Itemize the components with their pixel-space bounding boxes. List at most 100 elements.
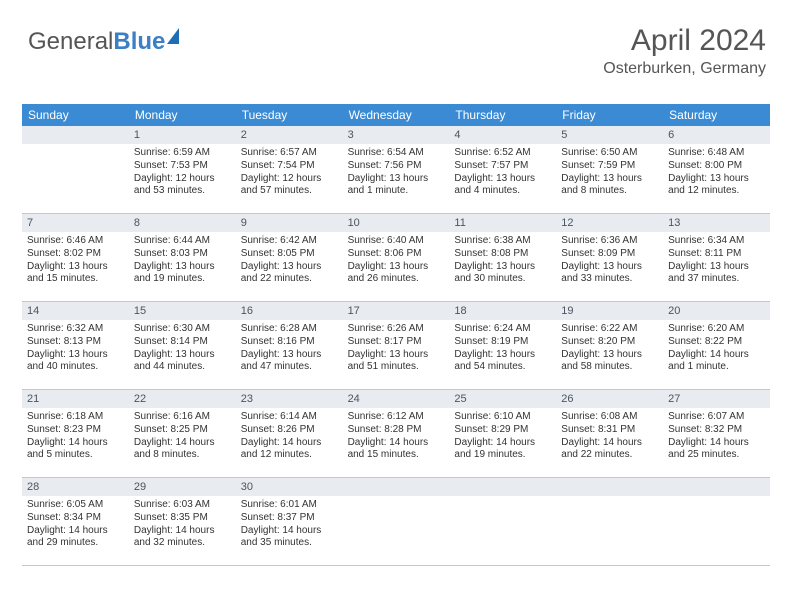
calendar-cell: 20Sunrise: 6:20 AMSunset: 8:22 PMDayligh… — [663, 302, 770, 390]
daylight-line: Daylight: 14 hours and 12 minutes. — [241, 437, 338, 463]
calendar-cell: 13Sunrise: 6:34 AMSunset: 8:11 PMDayligh… — [663, 214, 770, 302]
sunrise-line: Sunrise: 6:42 AM — [241, 235, 338, 248]
cell-body — [663, 496, 770, 503]
location: Osterburken, Germany — [603, 60, 766, 78]
day-number: 1 — [129, 126, 236, 144]
sunset-line: Sunset: 8:14 PM — [134, 336, 231, 349]
sunset-line: Sunset: 8:23 PM — [27, 424, 124, 437]
sunrise-line: Sunrise: 6:34 AM — [668, 235, 765, 248]
sunrise-line: Sunrise: 6:07 AM — [668, 411, 765, 424]
calendar-cell: 12Sunrise: 6:36 AMSunset: 8:09 PMDayligh… — [556, 214, 663, 302]
cell-body: Sunrise: 6:36 AMSunset: 8:09 PMDaylight:… — [556, 232, 663, 290]
day-number: 23 — [236, 390, 343, 408]
daylight-line: Daylight: 13 hours and 58 minutes. — [561, 349, 658, 375]
daylight-line: Daylight: 14 hours and 32 minutes. — [134, 525, 231, 551]
calendar-cell: 27Sunrise: 6:07 AMSunset: 8:32 PMDayligh… — [663, 390, 770, 478]
cell-body: Sunrise: 6:40 AMSunset: 8:06 PMDaylight:… — [343, 232, 450, 290]
daylight-line: Daylight: 13 hours and 12 minutes. — [668, 173, 765, 199]
sunset-line: Sunset: 8:08 PM — [454, 248, 551, 261]
sunrise-line: Sunrise: 6:16 AM — [134, 411, 231, 424]
daylight-line: Daylight: 14 hours and 29 minutes. — [27, 525, 124, 551]
sunset-line: Sunset: 8:13 PM — [27, 336, 124, 349]
calendar-cell — [663, 478, 770, 566]
cell-body: Sunrise: 6:59 AMSunset: 7:53 PMDaylight:… — [129, 144, 236, 202]
day-number: 3 — [343, 126, 450, 144]
logo: GeneralBlue — [28, 28, 179, 56]
sunset-line: Sunset: 8:19 PM — [454, 336, 551, 349]
calendar-cell: 18Sunrise: 6:24 AMSunset: 8:19 PMDayligh… — [449, 302, 556, 390]
calendar-cell: 15Sunrise: 6:30 AMSunset: 8:14 PMDayligh… — [129, 302, 236, 390]
calendar-cell: 2Sunrise: 6:57 AMSunset: 7:54 PMDaylight… — [236, 126, 343, 214]
day-number: 29 — [129, 478, 236, 496]
cell-body: Sunrise: 6:30 AMSunset: 8:14 PMDaylight:… — [129, 320, 236, 378]
day-number: 5 — [556, 126, 663, 144]
cell-body: Sunrise: 6:50 AMSunset: 7:59 PMDaylight:… — [556, 144, 663, 202]
calendar-cell: 7Sunrise: 6:46 AMSunset: 8:02 PMDaylight… — [22, 214, 129, 302]
cell-body: Sunrise: 6:28 AMSunset: 8:16 PMDaylight:… — [236, 320, 343, 378]
calendar-grid: 1Sunrise: 6:59 AMSunset: 7:53 PMDaylight… — [22, 126, 770, 566]
sunset-line: Sunset: 8:09 PM — [561, 248, 658, 261]
day-number: 21 — [22, 390, 129, 408]
calendar-cell: 9Sunrise: 6:42 AMSunset: 8:05 PMDaylight… — [236, 214, 343, 302]
cell-body: Sunrise: 6:08 AMSunset: 8:31 PMDaylight:… — [556, 408, 663, 466]
calendar-cell: 30Sunrise: 6:01 AMSunset: 8:37 PMDayligh… — [236, 478, 343, 566]
calendar-cell: 5Sunrise: 6:50 AMSunset: 7:59 PMDaylight… — [556, 126, 663, 214]
calendar-cell: 4Sunrise: 6:52 AMSunset: 7:57 PMDaylight… — [449, 126, 556, 214]
day-number — [22, 126, 129, 144]
day-number: 30 — [236, 478, 343, 496]
day-number: 24 — [343, 390, 450, 408]
day-number: 18 — [449, 302, 556, 320]
sunrise-line: Sunrise: 6:08 AM — [561, 411, 658, 424]
dayheader-monday: Monday — [129, 104, 236, 126]
calendar-cell: 25Sunrise: 6:10 AMSunset: 8:29 PMDayligh… — [449, 390, 556, 478]
day-number: 9 — [236, 214, 343, 232]
sunrise-line: Sunrise: 6:22 AM — [561, 323, 658, 336]
calendar-cell: 17Sunrise: 6:26 AMSunset: 8:17 PMDayligh… — [343, 302, 450, 390]
logo-text: GeneralBlue — [28, 28, 165, 56]
sunset-line: Sunset: 8:17 PM — [348, 336, 445, 349]
sunset-line: Sunset: 8:03 PM — [134, 248, 231, 261]
daylight-line: Daylight: 13 hours and 15 minutes. — [27, 261, 124, 287]
cell-body: Sunrise: 6:48 AMSunset: 8:00 PMDaylight:… — [663, 144, 770, 202]
cell-body — [343, 496, 450, 503]
sunrise-line: Sunrise: 6:40 AM — [348, 235, 445, 248]
calendar-cell: 26Sunrise: 6:08 AMSunset: 8:31 PMDayligh… — [556, 390, 663, 478]
day-number: 22 — [129, 390, 236, 408]
sunrise-line: Sunrise: 6:05 AM — [27, 499, 124, 512]
cell-body: Sunrise: 6:14 AMSunset: 8:26 PMDaylight:… — [236, 408, 343, 466]
daylight-line: Daylight: 13 hours and 54 minutes. — [454, 349, 551, 375]
cell-body: Sunrise: 6:34 AMSunset: 8:11 PMDaylight:… — [663, 232, 770, 290]
sunrise-line: Sunrise: 6:10 AM — [454, 411, 551, 424]
sunrise-line: Sunrise: 6:44 AM — [134, 235, 231, 248]
cell-body: Sunrise: 6:18 AMSunset: 8:23 PMDaylight:… — [22, 408, 129, 466]
daylight-line: Daylight: 13 hours and 22 minutes. — [241, 261, 338, 287]
cell-body: Sunrise: 6:46 AMSunset: 8:02 PMDaylight:… — [22, 232, 129, 290]
calendar-cell: 3Sunrise: 6:54 AMSunset: 7:56 PMDaylight… — [343, 126, 450, 214]
cell-body: Sunrise: 6:05 AMSunset: 8:34 PMDaylight:… — [22, 496, 129, 554]
daylight-line: Daylight: 13 hours and 51 minutes. — [348, 349, 445, 375]
sunrise-line: Sunrise: 6:54 AM — [348, 147, 445, 160]
calendar-cell: 1Sunrise: 6:59 AMSunset: 7:53 PMDaylight… — [129, 126, 236, 214]
sunset-line: Sunset: 8:00 PM — [668, 160, 765, 173]
sunset-line: Sunset: 8:11 PM — [668, 248, 765, 261]
day-number: 7 — [22, 214, 129, 232]
day-number: 4 — [449, 126, 556, 144]
day-number: 8 — [129, 214, 236, 232]
dayheader-sunday: Sunday — [22, 104, 129, 126]
sunset-line: Sunset: 8:34 PM — [27, 512, 124, 525]
day-number: 27 — [663, 390, 770, 408]
calendar-cell: 23Sunrise: 6:14 AMSunset: 8:26 PMDayligh… — [236, 390, 343, 478]
sunset-line: Sunset: 7:57 PM — [454, 160, 551, 173]
sunrise-line: Sunrise: 6:14 AM — [241, 411, 338, 424]
sunset-line: Sunset: 8:06 PM — [348, 248, 445, 261]
daylight-line: Daylight: 14 hours and 5 minutes. — [27, 437, 124, 463]
cell-body: Sunrise: 6:16 AMSunset: 8:25 PMDaylight:… — [129, 408, 236, 466]
day-number: 20 — [663, 302, 770, 320]
calendar-cell: 10Sunrise: 6:40 AMSunset: 8:06 PMDayligh… — [343, 214, 450, 302]
cell-body — [22, 144, 129, 151]
day-number — [343, 478, 450, 496]
logo-text-gray: General — [28, 28, 113, 55]
daylight-line: Daylight: 13 hours and 19 minutes. — [134, 261, 231, 287]
cell-body: Sunrise: 6:38 AMSunset: 8:08 PMDaylight:… — [449, 232, 556, 290]
cell-body: Sunrise: 6:01 AMSunset: 8:37 PMDaylight:… — [236, 496, 343, 554]
